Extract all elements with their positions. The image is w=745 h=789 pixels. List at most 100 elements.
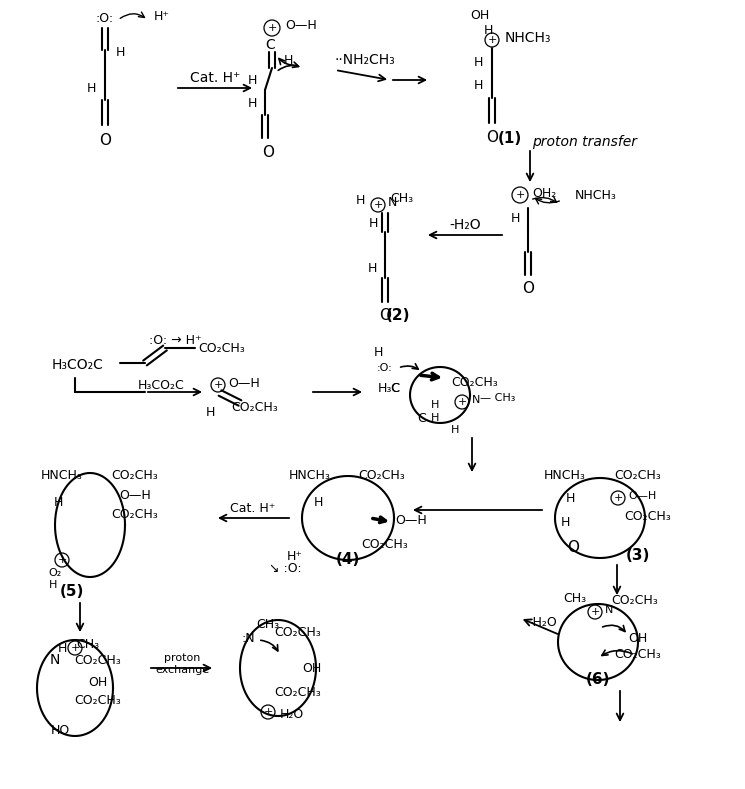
Text: +: + — [373, 200, 383, 210]
Text: H: H — [54, 495, 63, 508]
Text: NHCH₃: NHCH₃ — [505, 31, 551, 45]
Text: H: H — [510, 211, 520, 225]
Text: HNCH₃: HNCH₃ — [289, 469, 331, 481]
Text: H: H — [206, 406, 215, 418]
Text: (1): (1) — [498, 130, 522, 145]
Text: CO₂CH₃: CO₂CH₃ — [74, 694, 121, 706]
Text: H: H — [57, 641, 67, 655]
Text: O—H: O—H — [285, 18, 317, 32]
Text: H⁺: H⁺ — [287, 549, 303, 563]
Text: N: N — [50, 653, 60, 667]
Text: CH₃: CH₃ — [563, 592, 586, 604]
Text: +: + — [57, 555, 67, 565]
Text: H⁺: H⁺ — [154, 9, 170, 23]
Text: +: + — [457, 397, 466, 407]
Text: C: C — [265, 38, 275, 52]
Text: O: O — [522, 281, 534, 296]
Text: C: C — [418, 412, 426, 424]
Text: H: H — [565, 492, 574, 504]
Text: O—H: O—H — [395, 514, 427, 526]
Text: :O:: :O: — [96, 12, 114, 24]
Text: N: N — [605, 605, 613, 615]
Text: (3): (3) — [626, 548, 650, 563]
Text: H: H — [484, 24, 492, 36]
Text: CO₂CH₃: CO₂CH₃ — [198, 342, 245, 354]
Text: +: + — [267, 23, 276, 33]
Text: H: H — [86, 81, 95, 95]
Text: O: O — [567, 540, 579, 555]
Text: ↘ :O:: ↘ :O: — [269, 562, 301, 574]
Text: :N: :N — [241, 631, 255, 645]
Text: O—H: O—H — [119, 488, 151, 502]
Text: +: + — [590, 607, 600, 617]
Text: -H₂O: -H₂O — [449, 218, 481, 232]
Text: CH₃: CH₃ — [390, 192, 413, 204]
Text: H: H — [431, 413, 440, 423]
Text: +: + — [613, 493, 623, 503]
Text: OH: OH — [470, 9, 489, 21]
Text: H: H — [283, 54, 293, 66]
Text: CO₂CH₃: CO₂CH₃ — [358, 469, 405, 481]
Text: +: + — [263, 707, 273, 717]
Text: CO₂CH₃: CO₂CH₃ — [615, 649, 662, 661]
Text: (5): (5) — [60, 585, 84, 600]
Text: H: H — [115, 46, 124, 58]
Text: CH₃: CH₃ — [77, 638, 100, 650]
Text: H: H — [373, 346, 383, 358]
Text: O₂: O₂ — [48, 568, 62, 578]
Text: :O:: :O: — [377, 363, 393, 373]
Text: proton transfer: proton transfer — [533, 135, 638, 149]
Text: N: N — [472, 395, 481, 405]
Text: N: N — [388, 196, 397, 208]
Text: (4): (4) — [336, 552, 360, 567]
Text: H₃CO₂C: H₃CO₂C — [138, 379, 185, 391]
Text: CO₂CH₃: CO₂CH₃ — [232, 401, 279, 413]
Text: O: O — [99, 133, 111, 148]
Text: +: + — [213, 380, 223, 390]
Text: H: H — [314, 495, 323, 508]
Text: CO₂CH₃: CO₂CH₃ — [275, 626, 321, 638]
Text: (6): (6) — [586, 672, 610, 687]
Text: exchange: exchange — [155, 665, 209, 675]
Text: CO₂CH₃: CO₂CH₃ — [74, 653, 121, 667]
Text: CO₂CH₃: CO₂CH₃ — [615, 469, 662, 481]
Text: OH: OH — [302, 661, 322, 675]
Text: ··NH₂CH₃: ··NH₂CH₃ — [335, 53, 396, 67]
Text: H: H — [473, 78, 483, 92]
Text: -H₂O: -H₂O — [529, 616, 557, 630]
Text: H: H — [367, 261, 377, 275]
Text: H₂O: H₂O — [280, 709, 304, 721]
Text: CO₂CH₃: CO₂CH₃ — [451, 376, 498, 388]
Text: CH₃: CH₃ — [256, 619, 279, 631]
Text: H₃C: H₃C — [378, 382, 401, 394]
Text: OH: OH — [628, 631, 647, 645]
Text: CO₂CH₃: CO₂CH₃ — [112, 508, 159, 522]
Text: HO: HO — [51, 724, 69, 736]
Text: O: O — [262, 144, 274, 159]
Text: O—H: O—H — [628, 491, 656, 501]
Text: CO₂CH₃: CO₂CH₃ — [361, 539, 408, 552]
Text: HNCH₃: HNCH₃ — [544, 469, 586, 481]
Text: H: H — [560, 515, 570, 529]
Text: CO₂CH₃: CO₂CH₃ — [112, 469, 159, 481]
Text: +: + — [70, 643, 80, 653]
Text: Cat. H⁺: Cat. H⁺ — [230, 502, 276, 514]
Text: OH₂: OH₂ — [532, 186, 557, 200]
Text: CO₂CH₃: CO₂CH₃ — [612, 593, 659, 607]
Text: +: + — [516, 190, 524, 200]
Text: O—H: O—H — [228, 376, 260, 390]
Text: :O: → H⁺: :O: → H⁺ — [149, 334, 201, 346]
Text: NHCH₃: NHCH₃ — [575, 189, 617, 201]
Text: H: H — [355, 193, 365, 207]
Text: C: C — [390, 382, 399, 394]
Text: H: H — [431, 400, 440, 410]
Text: OH: OH — [89, 675, 107, 689]
Text: CO₂CH₃: CO₂CH₃ — [624, 510, 671, 522]
Text: +: + — [487, 35, 497, 45]
Text: H: H — [473, 55, 483, 69]
Text: — CH₃: — CH₃ — [480, 393, 516, 403]
Text: HNCH₃: HNCH₃ — [41, 469, 83, 481]
Text: H₃CO₂C: H₃CO₂C — [52, 358, 104, 372]
Text: proton: proton — [164, 653, 200, 663]
Text: O: O — [486, 129, 498, 144]
